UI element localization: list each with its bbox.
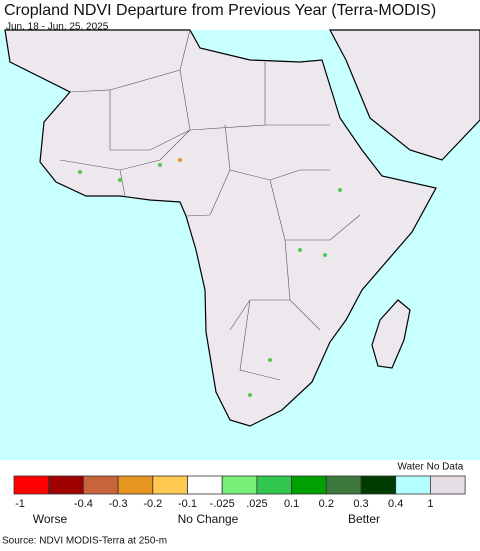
legend-label: 1 — [427, 498, 433, 510]
legend-label: .025 — [246, 498, 267, 510]
legend-swatch — [360, 475, 397, 495]
source: Source: NDVI MODIS-Terra at 250-m — [2, 536, 167, 547]
legend-label: -0.4 — [74, 498, 93, 510]
legend-swatch — [83, 475, 119, 495]
legend-swatch — [395, 475, 431, 495]
legend-label: 0.4 — [388, 498, 403, 510]
legend-label: 0.2 — [319, 498, 334, 510]
arabia — [329, 29, 480, 161]
legend-swatch — [429, 475, 466, 495]
africa — [4, 29, 437, 427]
legend-swatch — [291, 475, 327, 495]
legend-swatch — [152, 475, 188, 495]
legend-swatch — [13, 475, 50, 495]
title: Cropland NDVI Departure from Previous Ye… — [4, 2, 436, 19]
legend: -1 -0.4 -0.3 -0.2 -0.1 -.025 .025 0.1 0.2 0.3 0.4 1… — [13, 462, 466, 526]
madagascar — [371, 299, 411, 369]
legend-label: -0.3 — [109, 498, 128, 510]
legend-swatch — [256, 475, 292, 495]
legend-swatch — [187, 475, 223, 495]
legend-label: -0.1 — [178, 498, 197, 510]
legend-label: 0.1 — [284, 498, 299, 510]
legend-label: -0.2 — [143, 498, 162, 510]
legend-caption: Better — [348, 512, 380, 526]
cropland-dots — [78, 158, 342, 397]
legend-swatch — [48, 475, 84, 495]
legend-label: -1 — [15, 498, 25, 510]
legend-label: -.025 — [210, 498, 235, 510]
legend-swatch — [117, 475, 154, 495]
legend-swatch — [221, 475, 258, 495]
legend-swatch — [325, 475, 362, 495]
legend-caption: No Change — [178, 512, 239, 526]
legend-extra-label: Water No Data — [398, 462, 464, 473]
legend-caption: Worse — [33, 512, 68, 526]
legend-label: 0.3 — [353, 498, 368, 510]
map — [0, 29, 480, 460]
borders — [59, 29, 361, 381]
subtitle: Jun. 18 - Jun. 25, 2025 — [6, 22, 109, 33]
